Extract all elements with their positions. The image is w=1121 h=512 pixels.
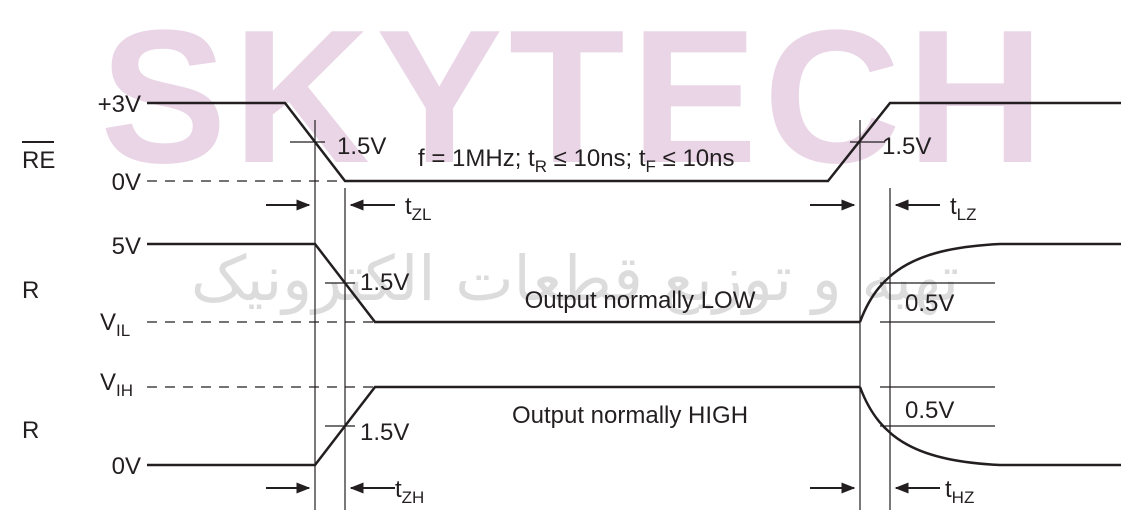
reference-lines (314, 120, 891, 510)
watermark-brand: SKYTECH (100, 0, 1050, 203)
threshold-label: 1.5V (360, 269, 409, 296)
note: Output normally LOW (525, 287, 756, 314)
timing-label: tZL (405, 193, 432, 224)
signal-name: R (22, 417, 39, 444)
level-label: VIL (100, 309, 130, 340)
watermark-subtitle: تهیه و توزیع قطعات الکترونیک (191, 242, 959, 316)
offset-label: 0.5V (905, 397, 954, 424)
threshold-label: 1.5V (337, 133, 386, 160)
r-high-signal (147, 385, 1121, 467)
level-label: VIH (100, 369, 133, 400)
signal-name: R (22, 277, 39, 304)
threshold-label: 1.5V (360, 419, 409, 446)
note: Output normally HIGH (512, 402, 748, 429)
level-label: 0V (112, 453, 141, 480)
threshold-label: 1.5V (882, 133, 931, 160)
timing-label: tZH (395, 476, 424, 507)
signal-name: RE (22, 147, 55, 174)
condition: f = 1MHz; tR ≤ 10ns; tF ≤ 10ns (418, 145, 735, 176)
timing-label: tHZ (945, 476, 974, 507)
offset-label: 0.5V (905, 290, 954, 317)
timing-label: tLZ (950, 193, 977, 224)
re-signal (147, 101, 1121, 183)
level-label: +3V (98, 91, 141, 118)
level-label: 0V (112, 169, 141, 196)
level-label: 5V (112, 233, 141, 260)
r-low-signal (147, 242, 1121, 324)
